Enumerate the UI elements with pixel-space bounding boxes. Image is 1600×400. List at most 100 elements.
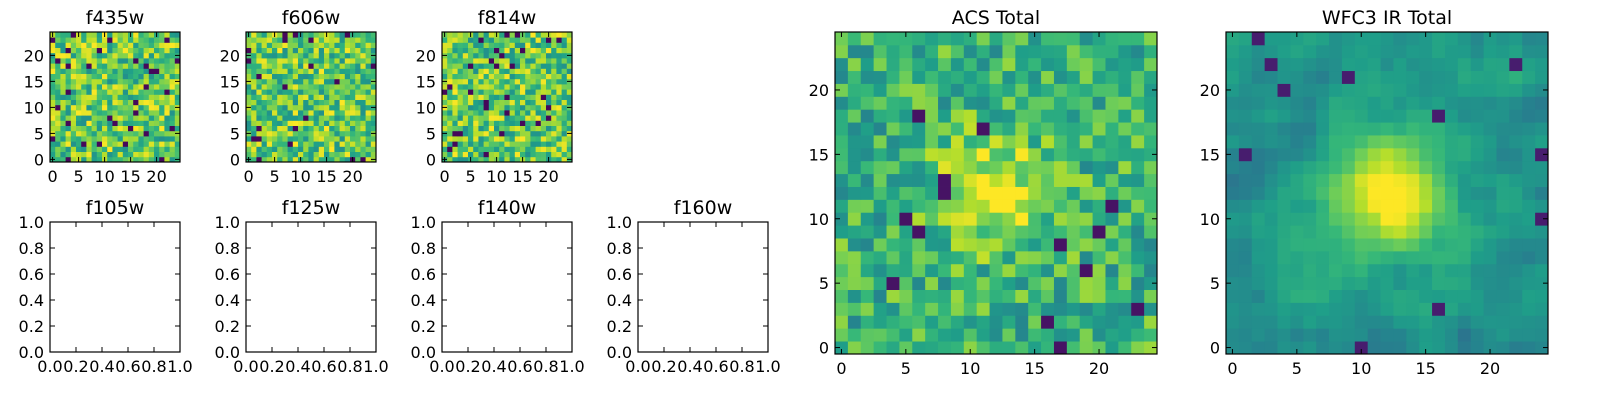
heatmap-cell xyxy=(81,89,87,95)
heatmap-cell xyxy=(1329,315,1343,329)
heatmap-cell xyxy=(272,151,278,158)
heatmap-cell xyxy=(938,341,952,355)
heatmap-cell xyxy=(1341,315,1356,329)
heatmap-cell xyxy=(1028,263,1042,278)
heatmap-cell xyxy=(925,212,939,226)
heatmap-cell xyxy=(96,37,103,43)
heatmap-cell xyxy=(1444,250,1459,265)
heatmap-cell xyxy=(1535,315,1549,329)
heatmap-cell xyxy=(1002,315,1016,329)
heatmap-cell xyxy=(122,78,129,85)
heatmap-cell xyxy=(1406,122,1420,136)
heatmap-cell xyxy=(1053,328,1068,342)
heatmap-cell xyxy=(860,302,875,316)
heatmap-cell xyxy=(107,110,113,116)
heatmap-cell xyxy=(329,78,335,85)
heatmap-cell xyxy=(1535,173,1549,187)
heatmap-cell xyxy=(1092,199,1106,213)
heatmap-cell xyxy=(1251,83,1266,97)
heatmap-cell xyxy=(350,52,356,59)
heatmap-cell xyxy=(1092,302,1106,316)
heatmap-cell xyxy=(350,78,356,85)
heatmap-cell xyxy=(950,122,965,136)
heatmap-cell xyxy=(1354,96,1369,110)
heatmap-cell xyxy=(452,130,458,137)
heatmap-cell xyxy=(107,32,113,38)
heatmap-cell xyxy=(535,63,542,69)
heatmap-cell xyxy=(128,136,134,142)
heatmap-cell xyxy=(81,94,87,100)
heatmap-cell xyxy=(133,156,139,163)
heatmap-cell xyxy=(886,225,900,239)
heatmap-cell xyxy=(313,73,320,80)
heatmap-cell xyxy=(886,315,900,329)
heatmap-cell xyxy=(1002,147,1016,162)
heatmap-cell xyxy=(1251,109,1266,123)
heatmap-cell xyxy=(70,115,77,121)
heatmap-cell xyxy=(143,104,150,111)
heatmap-cell xyxy=(509,156,516,163)
heatmap-cell xyxy=(329,42,335,48)
heatmap-cell xyxy=(251,99,257,106)
heatmap-cell xyxy=(899,341,913,355)
heatmap-cell xyxy=(468,115,474,121)
heatmap-cell xyxy=(350,115,356,121)
heatmap-cell xyxy=(308,151,314,158)
heatmap-cell xyxy=(886,328,900,342)
heatmap-cell xyxy=(329,68,335,74)
heatmap-cell xyxy=(1393,302,1407,316)
heatmap-cell xyxy=(525,151,531,158)
heatmap-cell xyxy=(447,58,453,64)
heatmap-cell xyxy=(1522,96,1536,110)
heatmap-cell xyxy=(1053,173,1068,187)
heatmap-cell xyxy=(551,141,557,147)
heatmap-cell xyxy=(1354,147,1369,162)
heatmap-cell xyxy=(1144,147,1158,162)
heatmap-cell xyxy=(65,125,72,132)
heatmap-cell xyxy=(1380,70,1394,84)
heatmap-cell xyxy=(1509,341,1523,355)
heatmap-cell xyxy=(1290,44,1304,59)
heatmap-cell xyxy=(462,151,469,158)
heatmap-cell xyxy=(520,78,526,85)
heatmap-cell xyxy=(1354,250,1369,265)
heatmap-cell xyxy=(117,52,124,59)
heatmap-cell xyxy=(561,156,568,163)
heatmap-cell xyxy=(256,146,262,152)
heatmap-cell xyxy=(1066,328,1081,342)
heatmap-cell xyxy=(65,63,72,69)
heatmap-cell xyxy=(561,130,568,137)
heatmap-cell xyxy=(1105,212,1119,226)
heatmap-cell xyxy=(1264,225,1278,239)
heatmap-cell xyxy=(938,263,952,278)
heatmap-cell xyxy=(86,136,92,142)
x-tick-label: 0 xyxy=(440,167,450,186)
heatmap-cell xyxy=(1092,44,1106,59)
heatmap-cell xyxy=(1028,57,1042,72)
heatmap-cell xyxy=(520,47,526,54)
heatmap-cell xyxy=(334,63,340,69)
heatmap-cell xyxy=(938,122,952,136)
heatmap-cell xyxy=(55,68,61,74)
heatmap-cell xyxy=(344,125,351,132)
heatmap-cell xyxy=(1226,328,1240,342)
heatmap-cell xyxy=(499,120,505,126)
heatmap-cell xyxy=(1131,276,1145,290)
heatmap-cell xyxy=(360,68,366,74)
heatmap-cell xyxy=(112,89,118,95)
heatmap-cell xyxy=(912,147,926,162)
x-tick-label: 0.2 xyxy=(63,357,88,376)
heatmap-cell xyxy=(540,120,547,126)
heatmap-cell xyxy=(133,136,139,142)
heatmap-cell xyxy=(963,328,978,342)
heatmap-cell xyxy=(1393,32,1407,46)
heatmap-cell xyxy=(1316,276,1330,290)
heatmap-cell xyxy=(329,104,335,111)
heatmap-cell xyxy=(169,99,176,106)
heatmap-cell xyxy=(334,47,340,54)
heatmap-cell xyxy=(1277,32,1291,46)
heatmap-cell xyxy=(551,120,557,126)
heatmap-cell xyxy=(148,151,155,158)
heatmap-cell xyxy=(1380,212,1394,226)
